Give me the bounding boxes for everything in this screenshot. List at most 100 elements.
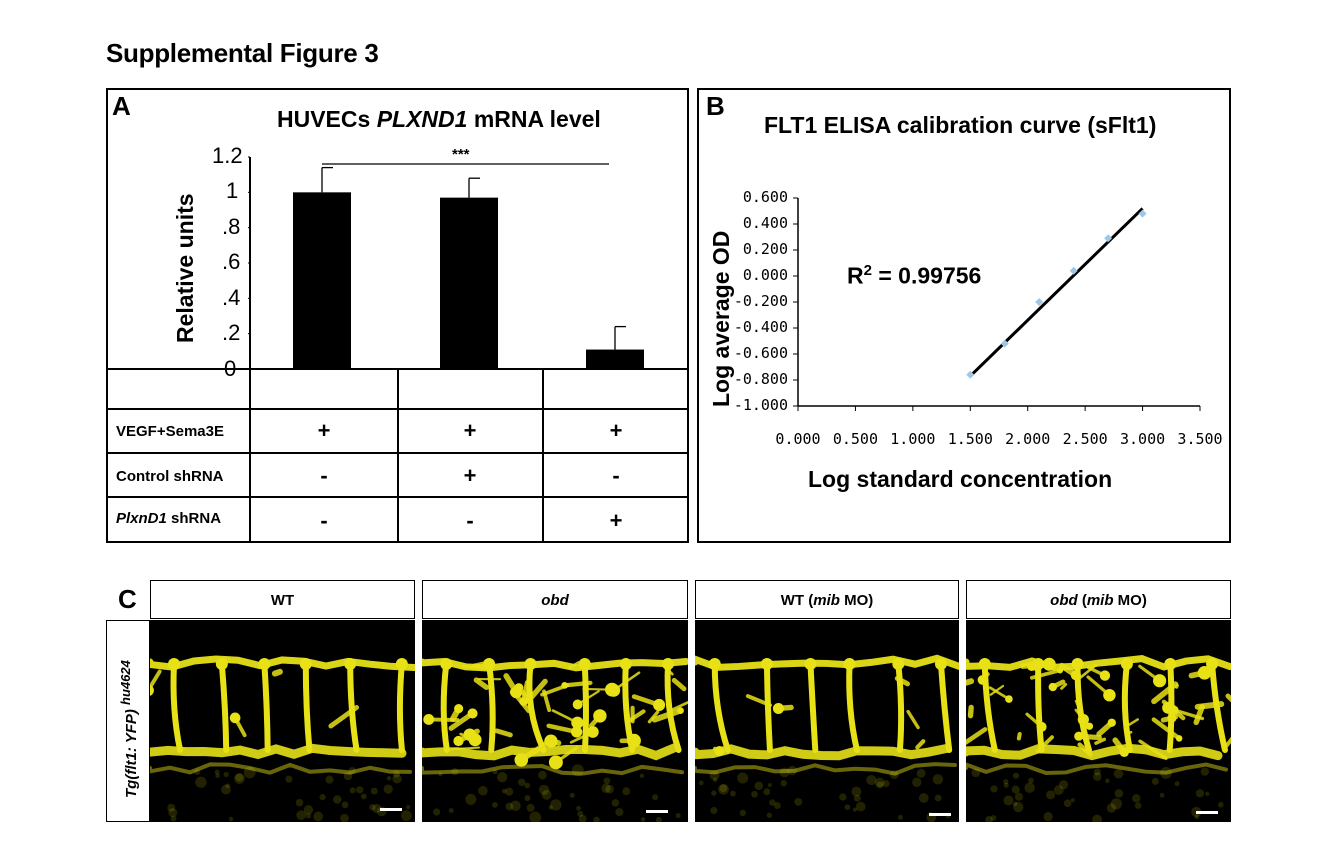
background-speck [985,815,993,822]
ectopic-branch [271,668,283,677]
background-speck [1105,778,1110,784]
background-speck [478,785,488,796]
background-speck [571,764,584,777]
vessel-node [677,707,684,715]
background-speck [698,780,704,786]
background-speck [1151,777,1159,785]
segmental-vessel [440,661,450,753]
vessel-node [453,735,464,747]
ectopic-branch [1138,739,1168,761]
lower-vessel [422,764,684,776]
background-speck [1063,799,1072,808]
background-speck [541,789,552,800]
cell-r1-c3: + [609,418,623,443]
background-speck [763,788,771,796]
vessel-node [454,704,464,714]
ectopic-branch [915,739,926,750]
image-label-wt: WT [150,580,415,619]
ectopic-branch [494,728,513,738]
background-speck [1011,785,1020,794]
segmental-vessel [396,661,405,753]
segmental-vessel [581,661,589,753]
background-speck [710,806,718,815]
background-speck [386,776,392,781]
segmental-vessel [763,661,773,753]
vessel-node [571,716,584,729]
background-speck [718,784,729,795]
background-speck [605,784,614,794]
a-bar [586,349,644,369]
background-speck [1093,772,1102,781]
background-speck [167,803,176,812]
background-speck [406,804,411,810]
ectopic-branch [1077,742,1093,757]
background-speck [360,793,367,800]
background-speck [675,813,681,819]
background-speck [1013,801,1024,813]
b-ytick-label: 0.200 [742,240,788,258]
background-speck [529,811,542,822]
background-speck [438,772,443,777]
b-ytick-label: 0.000 [742,266,788,284]
background-speck [578,814,587,822]
background-speck [538,770,547,780]
ectopic-branch [1161,699,1186,721]
background-speck [655,816,662,822]
background-speck [524,782,531,789]
ectopic-branch [1193,704,1205,726]
ectopic-branch [671,677,687,692]
panel-b-label: B [706,91,725,121]
background-speck [492,769,498,775]
background-speck [787,765,797,776]
background-speck [932,774,944,785]
vessel-node [1042,657,1056,671]
micrograph-obd-drawing [422,657,688,822]
b-data-point [1000,339,1009,348]
vessel-node [1167,713,1177,723]
vessel-node [772,702,784,714]
vessel-node [440,658,453,670]
background-speck [754,781,764,791]
vessel-node [168,658,181,670]
background-speck [593,816,600,822]
panel-a-condition-table: VEGF+Sema3E Control shRNA PlxnD1 shRNA +… [106,368,689,543]
background-speck [518,778,526,787]
background-speck [934,794,942,802]
background-speck [343,771,353,781]
background-speck [767,783,772,788]
b-data-point [1138,209,1147,218]
vessel-node [804,658,817,670]
row-label-vegf-sema3e: VEGF+Sema3E [116,423,224,440]
lower-vessel [966,762,1228,776]
vessel-node [978,658,991,670]
ectopic-branch [1151,717,1182,741]
background-speck [392,774,402,784]
vessel-node [714,746,725,757]
background-speck [739,809,747,817]
b-xtick-label: 2.500 [1062,430,1108,448]
background-speck [221,784,231,795]
background-speck [465,793,477,805]
scale-bar [646,810,668,813]
a-ytick-0.6: .6 [222,249,241,274]
ectopic-branch [966,678,975,686]
b-xtick-label: 1.500 [947,430,993,448]
background-speck [235,773,244,782]
vessel-node [572,699,583,710]
b-ytick-label: -0.800 [733,370,788,388]
vessel-network [966,655,1231,822]
image-label-obd: obd [422,580,688,619]
background-speck [751,790,758,798]
background-speck [228,816,234,822]
micrograph-wt-mib-mo [695,620,959,822]
vessel-node [1206,658,1219,670]
background-speck [1014,792,1024,801]
background-speck [1012,801,1018,807]
background-speck [497,772,508,783]
b-xtick-label: 0.000 [775,430,821,448]
background-speck [538,784,550,795]
b-xtick-label: 3.500 [1177,430,1223,448]
background-speck [383,784,393,794]
ectopic-branch [906,709,920,730]
background-speck [1200,767,1210,776]
